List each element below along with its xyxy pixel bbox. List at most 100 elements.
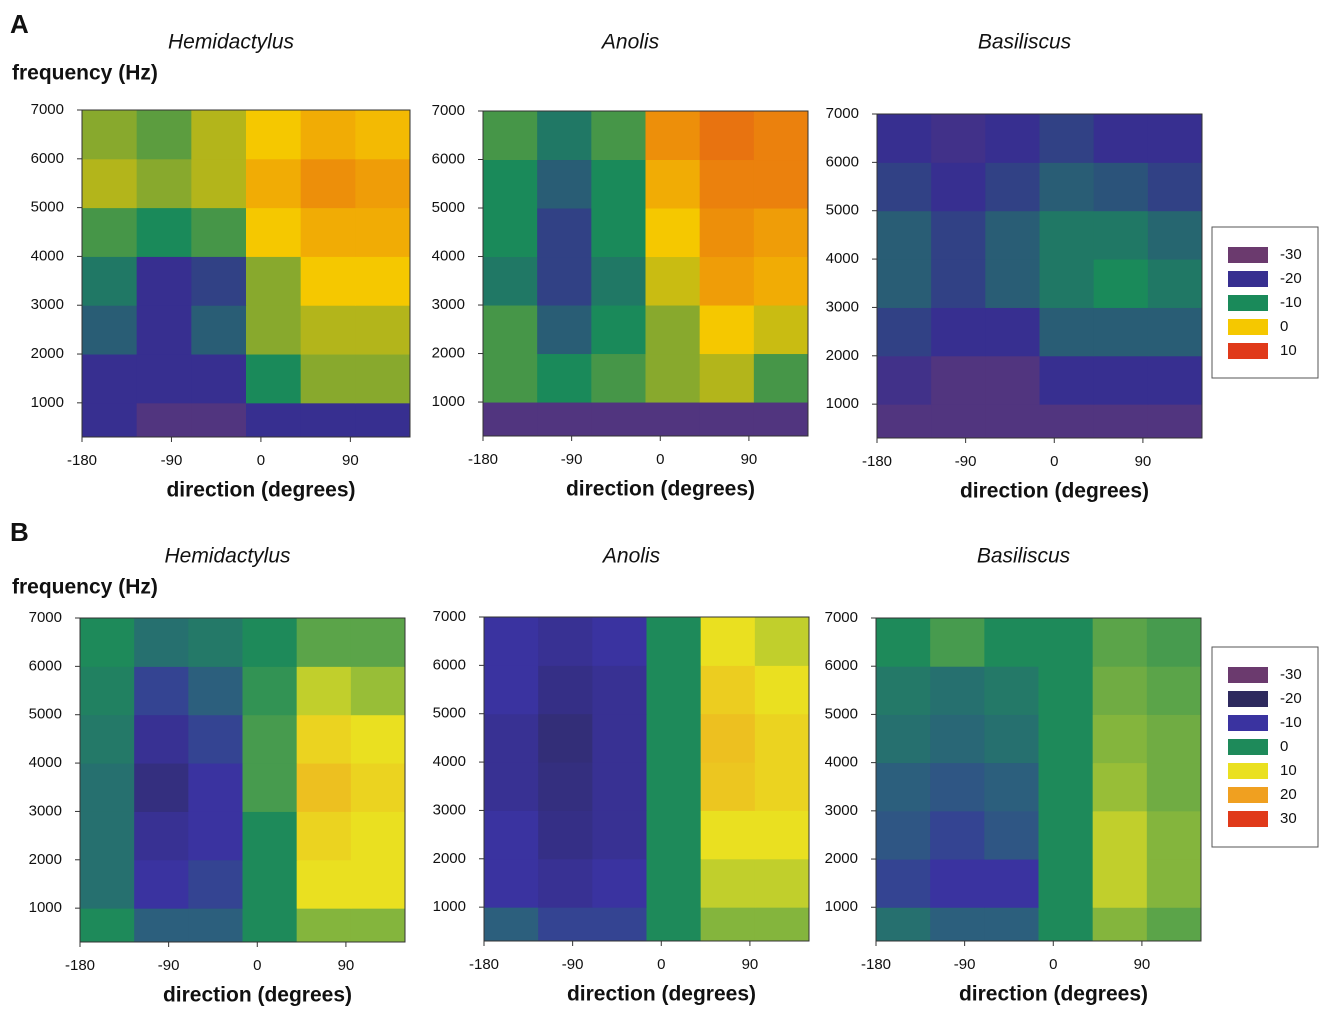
heatmap-cell <box>134 763 189 812</box>
legend-label: -20 <box>1280 270 1302 287</box>
heatmap-cell <box>984 810 1039 860</box>
legend-swatch <box>1228 343 1268 359</box>
heatmap-cell <box>754 665 810 715</box>
legend-label: 0 <box>1280 738 1288 755</box>
legend-label: -30 <box>1280 666 1302 683</box>
heatmap-cell <box>931 404 986 439</box>
x-axis-label: direction (degrees) <box>163 984 352 1007</box>
heatmap-cell <box>1092 762 1148 812</box>
heatmap-cell <box>188 811 243 861</box>
heatmap-cell <box>538 907 593 942</box>
y-tick-label: 2000 <box>29 851 62 868</box>
heatmap-cell <box>1038 859 1094 908</box>
y-tick-label: 6000 <box>433 656 466 673</box>
heatmap-cell <box>1039 355 1095 405</box>
heatmap-cell <box>191 256 247 306</box>
heatmap-cell <box>754 617 810 666</box>
heatmap-cell <box>1039 307 1095 357</box>
heatmap-cell <box>876 618 931 667</box>
y-tick-label: 7000 <box>433 608 466 625</box>
x-axis-label: direction (degrees) <box>960 480 1149 503</box>
x-tick-label: -90 <box>561 451 583 468</box>
heatmap-cell <box>1093 307 1149 357</box>
heatmap-cell <box>931 210 986 260</box>
x-tick-label: 0 <box>657 956 665 973</box>
heatmap-cell <box>80 811 135 861</box>
heatmap-cell <box>753 159 809 209</box>
heatmap-cell <box>134 666 189 716</box>
heatmap-cell <box>296 908 352 943</box>
heatmap-cell <box>1147 162 1203 212</box>
x-tick-label: -180 <box>469 956 499 973</box>
heatmap-cell <box>188 763 243 812</box>
heatmap-cell <box>646 907 702 942</box>
y-tick-label: 3000 <box>825 802 858 819</box>
panel-letter: B <box>10 517 29 547</box>
heatmap-cell <box>985 162 1040 212</box>
heatmap-cell <box>876 666 931 715</box>
heatmap-cell <box>984 666 1039 715</box>
panel-title: Anolis <box>600 31 660 54</box>
x-tick-label: 0 <box>253 957 261 974</box>
legend-label: 10 <box>1280 342 1297 359</box>
y-tick-label: 2000 <box>825 850 858 867</box>
heatmap-cell <box>136 110 192 160</box>
legend-label: 0 <box>1280 318 1288 335</box>
x-axis-label: direction (degrees) <box>959 983 1148 1006</box>
heatmap-cell <box>646 713 702 763</box>
heatmap-cell <box>483 111 538 161</box>
heatmap-cell <box>246 354 302 404</box>
heatmap-cell <box>985 114 1040 163</box>
heatmap-cell <box>82 402 138 438</box>
heatmap-cell <box>877 355 932 405</box>
y-tick-label: 1000 <box>825 898 858 915</box>
heatmap-cell <box>484 617 539 666</box>
heatmap-cell <box>592 713 647 763</box>
heatmap-cell <box>80 763 135 812</box>
x-tick-label: -180 <box>65 957 95 974</box>
heatmap-cell <box>82 110 138 160</box>
heatmap-cell <box>1039 259 1095 308</box>
heatmap-cell <box>537 159 592 209</box>
x-tick-label: 90 <box>741 451 758 468</box>
y-tick-label: 3000 <box>432 296 465 313</box>
heatmap-cell <box>537 208 592 258</box>
y-tick-label: 1000 <box>826 395 859 412</box>
heatmap-cell <box>753 305 809 355</box>
heatmap-cell <box>591 111 646 161</box>
y-tick-label: 3000 <box>433 801 466 818</box>
heatmap-cell <box>931 114 986 163</box>
heatmap-cell <box>700 713 756 763</box>
y-tick-label: 4000 <box>826 250 859 267</box>
heatmap-cell <box>876 907 931 942</box>
heatmap-cell <box>591 402 646 437</box>
heatmap-cell <box>930 762 985 812</box>
heatmap-cell <box>296 811 352 861</box>
heatmap-cell <box>350 859 406 909</box>
heatmap-cell <box>82 256 138 306</box>
heatmap-cell <box>191 354 247 404</box>
heatmap-cell <box>82 158 138 209</box>
panel-title: Hemidactylus <box>168 31 295 54</box>
heatmap-cell <box>134 859 189 909</box>
heatmap-cell <box>484 810 539 860</box>
heatmap-cell <box>877 210 932 260</box>
heatmap-cell <box>300 305 356 355</box>
x-tick-label: 90 <box>342 452 359 469</box>
heatmap-cell <box>592 665 647 715</box>
heatmap-cell <box>754 858 810 908</box>
heatmap-cell <box>355 110 411 160</box>
heatmap-cell <box>191 110 247 160</box>
heatmap-cell <box>188 666 243 716</box>
x-tick-label: -180 <box>67 452 97 469</box>
heatmap-cell <box>483 353 538 403</box>
heatmap-cell <box>1092 714 1148 764</box>
heatmap-cell <box>645 353 701 403</box>
heatmap-cell <box>1147 210 1203 260</box>
heatmap-cell <box>592 907 647 942</box>
legend-swatch <box>1228 319 1268 335</box>
heatmap-cell <box>300 402 356 438</box>
heatmap-cell <box>82 207 138 257</box>
heatmap-cell <box>931 307 986 357</box>
heatmap-cell <box>877 404 932 439</box>
